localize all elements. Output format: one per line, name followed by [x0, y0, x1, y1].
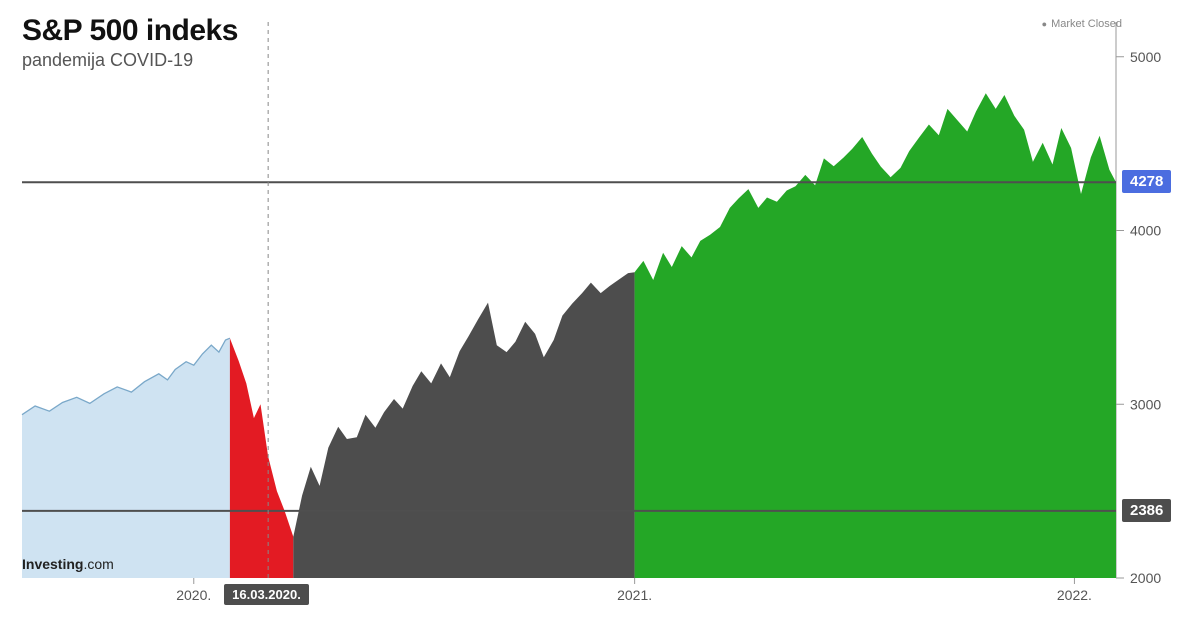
area-covid-crash [230, 338, 293, 578]
area-pre-covid [22, 338, 230, 578]
chart-container: S&P 500 indeks pandemija COVID-19 Market… [0, 0, 1192, 627]
x-tick-label: 2022. [1057, 587, 1092, 603]
y-tick-label: 4000 [1130, 223, 1161, 239]
price-badge-current: 4278 [1122, 170, 1171, 193]
source-label: Investing.com [22, 556, 114, 572]
x-tick-label: 2021. [617, 587, 652, 603]
x-tick-label: 2020. [176, 587, 211, 603]
marker-date-badge: 16.03.2020. [224, 584, 309, 605]
price-badge-low: 2386 [1122, 499, 1171, 522]
y-tick-label: 5000 [1130, 49, 1161, 65]
y-tick-label: 2000 [1130, 570, 1161, 586]
chart-svg: 2000 3000 4000 5000 2020. 2021. 2022. [0, 0, 1192, 627]
y-tick-label: 3000 [1130, 396, 1161, 412]
area-2021-onward [635, 93, 1116, 578]
area-recovery-2020 [293, 272, 634, 578]
